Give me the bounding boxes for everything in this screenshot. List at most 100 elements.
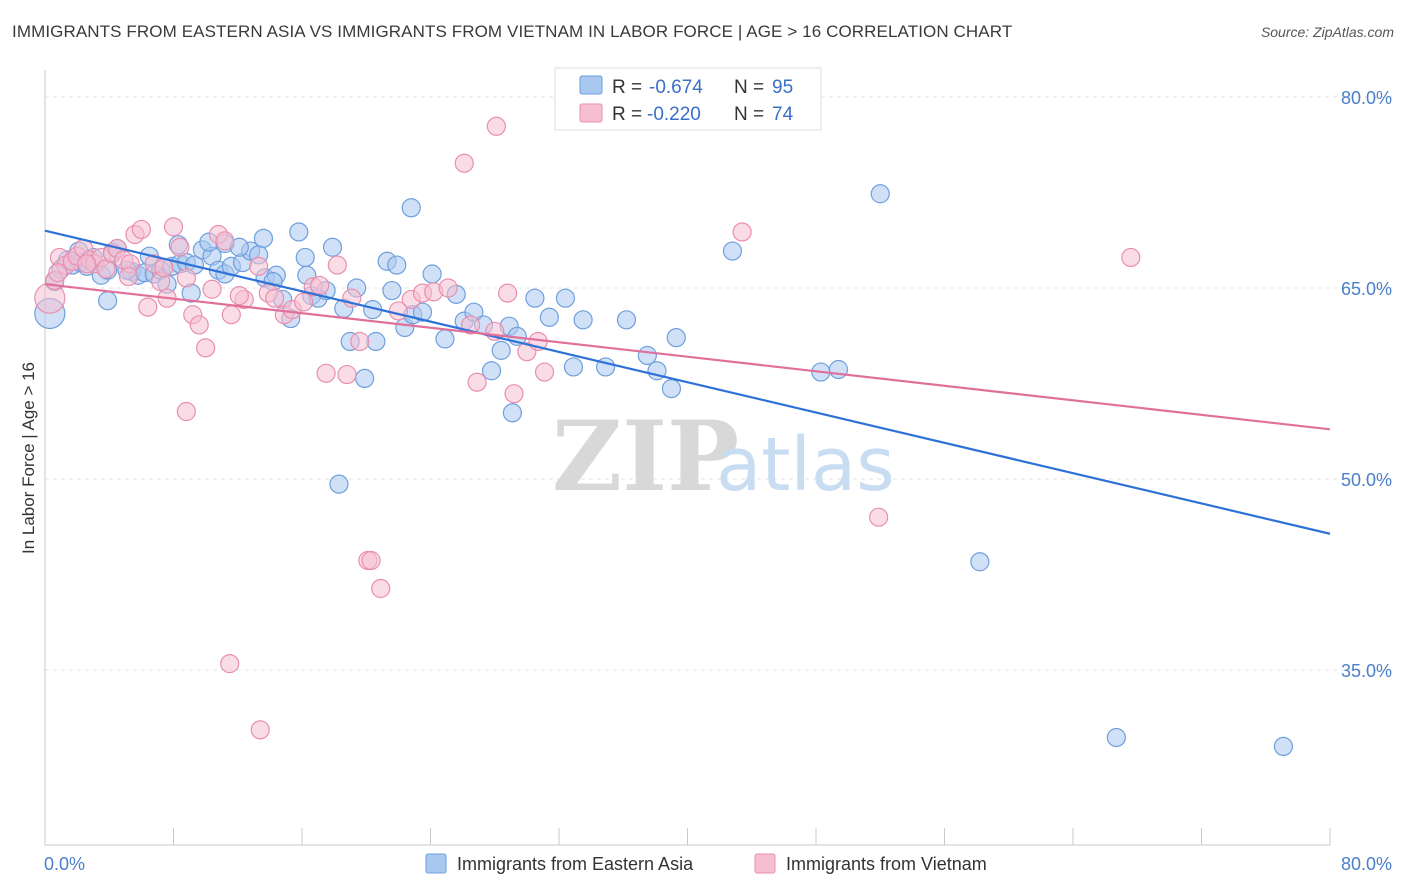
point-eastern-asia-82 bbox=[401, 198, 421, 218]
point-eastern-asia-38 bbox=[322, 237, 343, 257]
y-tick-labels: 35.0% 50.0% 65.0% 80.0% bbox=[1341, 88, 1392, 681]
point-eastern-asia-78 bbox=[1273, 736, 1294, 757]
legend-swatch-pink bbox=[579, 103, 603, 123]
legend-label-vietnam: Immigrants from Vietnam bbox=[786, 854, 987, 874]
point-vietnam-71 bbox=[77, 254, 97, 274]
trend-lines bbox=[44, 229, 1331, 535]
legend-r-label-2: R = bbox=[612, 104, 642, 125]
point-vietnam-59 bbox=[504, 384, 524, 404]
point-eastern-asia-75 bbox=[870, 184, 890, 204]
legend-label-eastern-asia: Immigrants from Eastern Asia bbox=[457, 854, 694, 874]
point-eastern-asia-64 bbox=[563, 357, 584, 377]
x-tick-labels: 0.0% 80.0% bbox=[44, 854, 1392, 874]
point-vietnam-39 bbox=[310, 275, 330, 296]
axes bbox=[44, 70, 1331, 846]
point-vietnam-58 bbox=[486, 116, 506, 136]
point-vietnam-21 bbox=[163, 217, 184, 237]
point-eastern-asia-63 bbox=[555, 288, 576, 308]
point-vietnam-67 bbox=[250, 720, 270, 740]
point-eastern-asia-46 bbox=[382, 280, 402, 301]
trend-line-vietnam bbox=[44, 283, 1331, 431]
point-eastern-asia-42 bbox=[355, 368, 375, 389]
point-eastern-asia-80 bbox=[502, 403, 523, 423]
legend-r-label-1: R = bbox=[612, 77, 642, 98]
x-tick-label-1: 80.0% bbox=[1341, 854, 1392, 874]
legend-n-value-2: 74 bbox=[772, 104, 794, 125]
point-vietnam-62 bbox=[534, 362, 555, 382]
point-eastern-asia-50 bbox=[412, 302, 433, 322]
point-vietnam-49 bbox=[388, 301, 408, 321]
legend-swatch-blue bbox=[579, 75, 603, 95]
point-vietnam-55 bbox=[467, 372, 487, 392]
chart-title: IMMIGRANTS FROM EASTERN ASIA VS IMMIGRAN… bbox=[12, 22, 1013, 41]
point-eastern-asia-67 bbox=[616, 310, 637, 330]
watermark-atlas: atlas bbox=[716, 422, 895, 508]
x-tick-label-0: 0.0% bbox=[44, 854, 85, 874]
point-eastern-asia-57 bbox=[481, 361, 502, 381]
trend-line-eastern-asia bbox=[44, 229, 1331, 535]
point-eastern-asia-61 bbox=[525, 288, 545, 308]
point-eastern-asia-52 bbox=[435, 329, 455, 349]
point-eastern-asia-74 bbox=[828, 359, 849, 380]
watermark: ZIP atlas bbox=[552, 400, 895, 513]
correlation-legend: R = -0.674 N = 95 R = -0.220 N = 74 bbox=[554, 67, 822, 131]
point-eastern-asia-77 bbox=[1106, 727, 1126, 748]
y-tick-label-3: 80.0% bbox=[1341, 88, 1392, 108]
point-vietnam-34 bbox=[265, 288, 285, 308]
legend-n-label-2: N = bbox=[734, 104, 764, 125]
point-vietnam-66 bbox=[220, 654, 240, 674]
legend-n-label-1: N = bbox=[734, 77, 764, 98]
point-eastern-asia-91 bbox=[253, 228, 274, 248]
legend-r-value-1: -0.674 bbox=[649, 77, 703, 98]
point-eastern-asia-33 bbox=[289, 222, 309, 242]
legend-n-value-1: 95 bbox=[772, 77, 793, 98]
y-tick-label-2: 65.0% bbox=[1341, 279, 1392, 299]
series-legend: Immigrants from Eastern Asia Immigrants … bbox=[425, 853, 987, 874]
point-vietnam-37 bbox=[294, 292, 314, 312]
point-eastern-asia-70 bbox=[661, 378, 682, 399]
point-vietnam-40 bbox=[316, 363, 336, 383]
point-vietnam-23 bbox=[176, 268, 196, 288]
grid-lines bbox=[45, 96, 1392, 671]
point-eastern-asia-93 bbox=[295, 247, 315, 268]
legend-r-value-2: -0.220 bbox=[647, 104, 701, 125]
point-vietnam-57 bbox=[498, 283, 518, 303]
y-axis-label: In Labor Force | Age > 16 bbox=[19, 362, 38, 554]
point-vietnam-22 bbox=[170, 237, 190, 257]
point-vietnam-65 bbox=[1121, 247, 1141, 268]
legend-swatch-vietnam bbox=[754, 853, 776, 874]
point-vietnam-53 bbox=[454, 153, 474, 173]
point-eastern-asia-71 bbox=[666, 328, 686, 348]
watermark-zip: ZIP bbox=[552, 400, 739, 513]
point-vietnam-25 bbox=[189, 315, 209, 335]
point-vietnam-47 bbox=[371, 578, 391, 599]
point-eastern-asia-83 bbox=[98, 291, 118, 311]
y-tick-label-0: 35.0% bbox=[1341, 661, 1392, 681]
point-vietnam-70 bbox=[48, 263, 68, 283]
point-vietnam-26 bbox=[196, 338, 216, 358]
point-vietnam-44 bbox=[350, 331, 370, 352]
point-vietnam-41 bbox=[327, 255, 347, 275]
point-eastern-asia-51 bbox=[422, 264, 442, 284]
source-label: Source: ZipAtlas.com bbox=[1260, 24, 1394, 40]
point-vietnam-27 bbox=[202, 279, 222, 299]
y-tick-label-1: 50.0% bbox=[1341, 470, 1392, 490]
point-vietnam-46 bbox=[361, 550, 381, 571]
point-vietnam-17 bbox=[138, 297, 158, 317]
point-vietnam-30 bbox=[221, 305, 241, 325]
point-vietnam-16 bbox=[131, 219, 151, 240]
point-vietnam-68 bbox=[176, 401, 196, 422]
legend-swatch-eastern-asia bbox=[425, 853, 447, 874]
point-vietnam-29 bbox=[215, 231, 235, 251]
point-vietnam-73 bbox=[229, 286, 249, 306]
point-eastern-asia-44 bbox=[366, 331, 386, 352]
point-vietnam-42 bbox=[337, 364, 357, 385]
point-eastern-asia-47 bbox=[387, 255, 407, 275]
point-eastern-asia-76 bbox=[970, 552, 990, 572]
point-eastern-asia-65 bbox=[573, 310, 593, 330]
point-vietnam-64 bbox=[869, 507, 889, 527]
point-eastern-asia-62 bbox=[539, 307, 559, 327]
point-eastern-asia-58 bbox=[491, 340, 511, 360]
point-vietnam-32 bbox=[249, 256, 269, 276]
